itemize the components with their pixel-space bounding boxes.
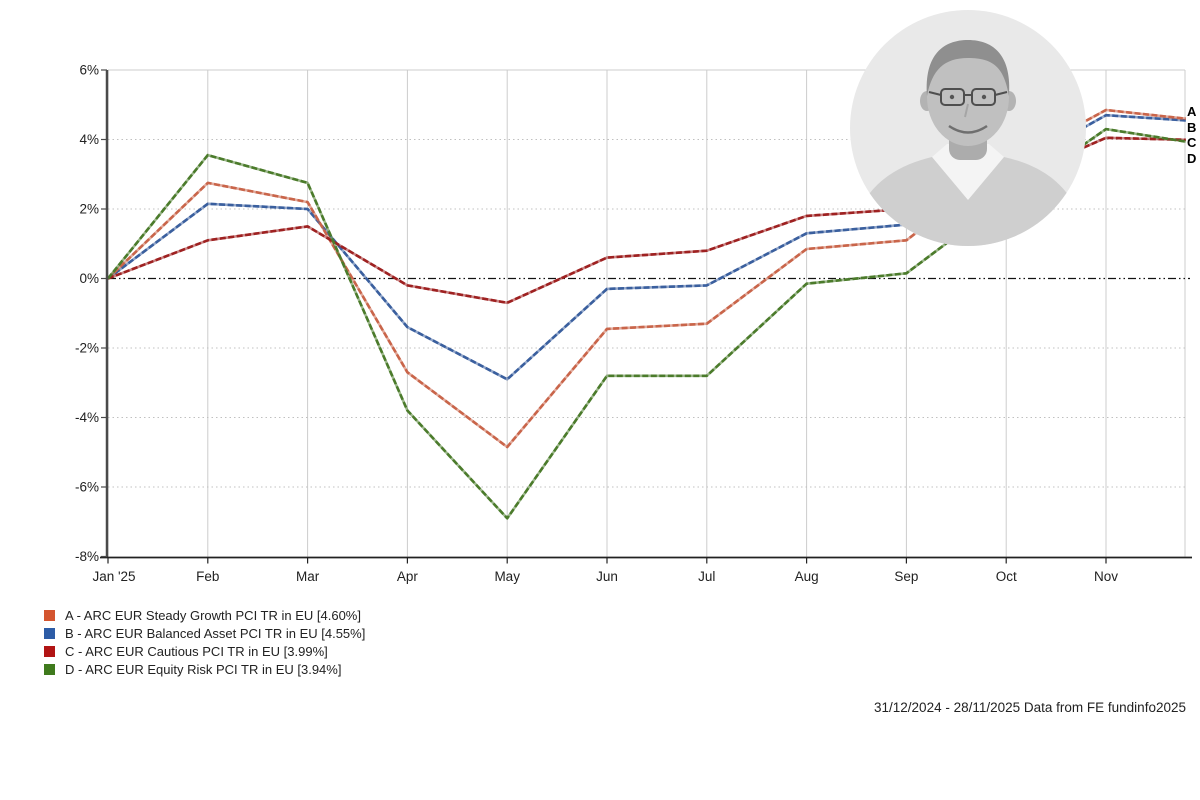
- legend-label: B - ARC EUR Balanced Asset PCI TR in EU …: [65, 625, 366, 641]
- face-shape: [927, 48, 1009, 146]
- x-tick-label: Jun: [596, 569, 618, 584]
- x-tick-label: Oct: [996, 569, 1017, 584]
- end-label-d: D: [1187, 150, 1197, 166]
- legend-swatch-icon: [44, 627, 55, 639]
- profile-photo: [850, 10, 1086, 246]
- x-tick-label: Jul: [698, 569, 715, 584]
- y-tick-label: 2%: [79, 202, 99, 217]
- y-tick-label: 4%: [79, 132, 99, 147]
- y-tick-label: -4%: [75, 410, 99, 425]
- y-tick-label: -8%: [75, 549, 99, 564]
- smile-shape: [948, 124, 988, 134]
- y-tick-label: -6%: [75, 480, 99, 495]
- x-tick-label: Apr: [397, 569, 419, 584]
- end-label-c: C: [1187, 135, 1197, 150]
- series-end-labels: A B C D: [1187, 104, 1196, 166]
- footer-caption: 31/12/2024 - 28/11/2025 Data from FE fun…: [874, 700, 1186, 715]
- y-tick-label: 0%: [79, 271, 99, 286]
- x-tick-label: Sep: [894, 569, 918, 584]
- y-tick-label: 6%: [79, 63, 99, 78]
- end-label-b: B: [1187, 119, 1197, 135]
- glasses-icon: [940, 88, 965, 106]
- legend: A - ARC EUR Steady Growth PCI TR in EU […: [44, 606, 365, 678]
- legend-item-a: A - ARC EUR Steady Growth PCI TR in EU […: [44, 606, 365, 624]
- hair-shape: [926, 40, 1010, 96]
- legend-item-d: D - ARC EUR Equity Risk PCI TR in EU [3.…: [44, 660, 365, 678]
- legend-item-c: C - ARC EUR Cautious PCI TR in EU [3.99%…: [44, 642, 365, 660]
- x-tick-label: Nov: [1094, 569, 1118, 584]
- legend-swatch-icon: [44, 609, 55, 621]
- y-tick-label: -2%: [75, 341, 99, 356]
- x-tick-label: Mar: [296, 569, 320, 584]
- end-label-a: A: [1187, 104, 1197, 119]
- legend-swatch-icon: [44, 645, 55, 657]
- x-tick-label: Aug: [795, 569, 819, 584]
- legend-swatch-icon: [44, 663, 55, 675]
- x-tick-label: Feb: [196, 569, 219, 584]
- shirt-shape: [850, 157, 1086, 246]
- legend-label: C - ARC EUR Cautious PCI TR in EU [3.99%…: [65, 643, 328, 659]
- legend-item-b: B - ARC EUR Balanced Asset PCI TR in EU …: [44, 624, 365, 642]
- x-tick-label: May: [494, 569, 520, 584]
- portrait-image: [850, 10, 1086, 246]
- collar-shape: [932, 144, 1004, 200]
- x-tick-label: Jan '25: [92, 569, 135, 584]
- legend-label: A - ARC EUR Steady Growth PCI TR in EU […: [65, 607, 361, 623]
- legend-label: D - ARC EUR Equity Risk PCI TR in EU [3.…: [65, 661, 342, 677]
